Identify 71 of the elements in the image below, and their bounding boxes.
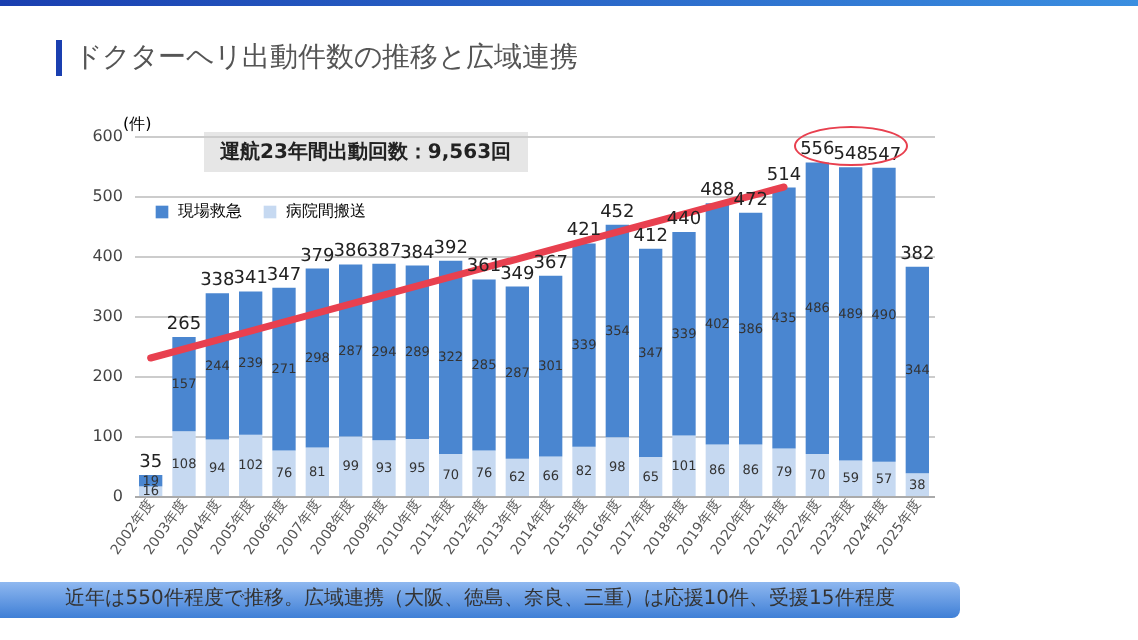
bar: [405, 265, 429, 439]
bar: [872, 167, 896, 462]
bar: [472, 450, 496, 496]
bar: [905, 266, 929, 474]
total-label: 387: [366, 241, 402, 262]
total-label: 384: [400, 243, 436, 264]
bar: [305, 268, 329, 448]
total-label: 421: [566, 221, 602, 242]
y-tick-label: 100: [92, 427, 123, 445]
total-label: 392: [433, 238, 468, 259]
bar: [539, 275, 563, 457]
y-tick-label: 600: [92, 127, 123, 145]
bar: [672, 232, 696, 436]
bar: [439, 260, 463, 454]
bar: [572, 446, 596, 496]
total-label: 265: [166, 315, 202, 335]
bar: [639, 248, 663, 457]
bar: [739, 212, 763, 445]
total-label: 379: [300, 246, 336, 267]
bar: [872, 461, 896, 496]
y-axis-title: (件): [123, 115, 152, 133]
bar: [405, 439, 429, 496]
total-label: 338: [200, 271, 236, 292]
total-label: 347: [266, 265, 302, 286]
bar: [305, 447, 329, 496]
total-label: 349: [500, 264, 536, 285]
bar: [505, 286, 529, 459]
total-label: 547: [866, 145, 902, 166]
total-label: 556: [800, 140, 836, 161]
bar: [705, 203, 729, 445]
total-label: 341: [233, 269, 268, 290]
legend-label: 現場救急: [178, 202, 242, 220]
total-label: 367: [533, 253, 568, 274]
y-tick-label: 400: [92, 247, 123, 265]
total-label: 548: [833, 145, 869, 166]
bar: [172, 431, 196, 496]
bar: [605, 437, 629, 496]
bar: [672, 435, 696, 496]
total-label: 452: [600, 202, 635, 223]
bar: [772, 187, 796, 449]
total-label: 488: [700, 181, 736, 202]
bar: [272, 450, 296, 496]
annotation: 運航23年間出動回数：9,563回: [204, 132, 528, 172]
bar: [839, 167, 863, 461]
total-label: 35: [139, 453, 163, 473]
total-label: 382: [900, 244, 935, 265]
bar: [805, 162, 829, 454]
chart-title: ドクターヘリ出動件数の推移と広域連携: [56, 40, 578, 76]
bar: [339, 436, 363, 496]
bar: [239, 291, 263, 435]
bar: [205, 439, 229, 496]
bar: [605, 224, 629, 438]
bar: [705, 444, 729, 496]
bar: [205, 293, 229, 440]
bar: [805, 454, 829, 496]
bar: [372, 263, 396, 441]
legend-label: 病院間搬送: [286, 202, 366, 220]
total-label: 386: [333, 242, 369, 263]
bar: [339, 264, 363, 437]
bar: [572, 243, 596, 447]
total-label: 514: [766, 165, 802, 186]
bar: [372, 440, 396, 496]
y-tick-label: 500: [92, 187, 123, 205]
total-label: 412: [633, 226, 668, 247]
y-tick-label: 200: [92, 367, 123, 385]
bar: [772, 448, 796, 496]
y-tick-label: 300: [92, 307, 123, 325]
bar: [472, 279, 496, 451]
bar: [272, 287, 296, 451]
y-tick-label: 0: [112, 487, 123, 505]
text: 近年は550件程度で推移。広域連携（大阪、徳島、奈良、三重）は応援10件、受援15件程度: [0, 582, 960, 618]
